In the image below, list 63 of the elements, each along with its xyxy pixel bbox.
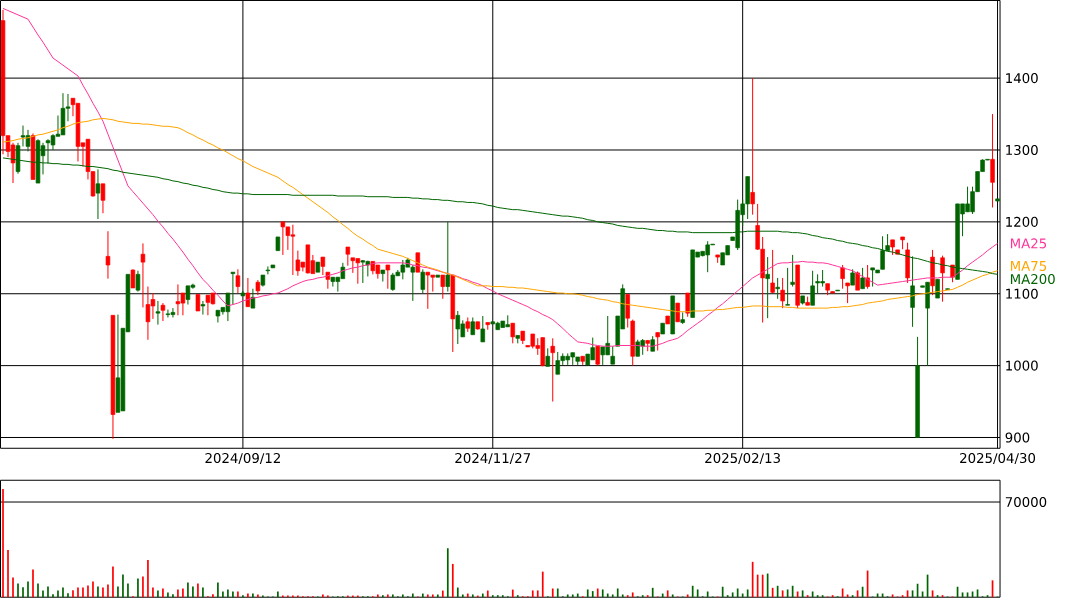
candlestick xyxy=(480,315,486,343)
candlestick xyxy=(175,283,181,316)
series-label: MA200 xyxy=(1010,273,1055,284)
candlestick xyxy=(780,277,785,309)
x-tick-label: 2025/02/13 xyxy=(705,452,780,464)
candlestick xyxy=(105,230,111,279)
series-label: MA75 xyxy=(1010,260,1047,271)
candlestick xyxy=(100,183,106,214)
candlestick xyxy=(250,288,256,309)
series-label: MA25 xyxy=(1010,238,1047,249)
candlestick xyxy=(235,268,241,294)
x-tick-label: 2025/04/30 xyxy=(960,452,1036,464)
candlestick xyxy=(775,277,780,300)
candlestick xyxy=(445,221,451,292)
candlestick xyxy=(675,302,680,323)
candlestick xyxy=(280,221,286,256)
candlestick xyxy=(200,300,206,315)
candlestick xyxy=(750,77,755,216)
candlestick xyxy=(625,293,630,328)
candlestick xyxy=(420,268,426,294)
candlestick xyxy=(685,292,690,318)
candlestick xyxy=(425,271,431,310)
y-tick-label: 1200 xyxy=(1006,216,1038,227)
candlestick xyxy=(95,168,101,220)
x-tick-label: 2024/11/27 xyxy=(455,452,531,464)
candlestick xyxy=(345,246,351,267)
candlestick xyxy=(165,308,171,318)
y-tick-label: 1100 xyxy=(1006,288,1038,299)
candlestick xyxy=(230,271,236,305)
candlestick xyxy=(415,252,421,273)
candlestick xyxy=(845,282,850,304)
candlestick xyxy=(385,264,391,290)
candlestick xyxy=(785,267,790,306)
candlestick xyxy=(990,113,995,208)
candlestick xyxy=(265,265,271,275)
x-tick-label: 2024/09/12 xyxy=(205,452,280,464)
candlestick xyxy=(155,300,161,325)
candlestick xyxy=(765,256,770,319)
candlestick xyxy=(550,337,555,402)
y-tick-label: 1300 xyxy=(1006,144,1038,155)
y-tick-label: 1000 xyxy=(1006,360,1038,371)
candlestick xyxy=(595,345,600,366)
candlestick xyxy=(860,267,865,290)
candlestick xyxy=(840,264,845,290)
candlestick xyxy=(455,310,461,345)
candlestick xyxy=(245,277,251,308)
candlestick xyxy=(790,254,795,287)
candlestick xyxy=(185,285,191,305)
candlestick xyxy=(810,270,815,306)
candlestick xyxy=(770,249,775,294)
candlestick xyxy=(160,302,166,322)
candlestick xyxy=(130,268,136,289)
candlestick xyxy=(205,294,211,316)
candlestick xyxy=(330,276,336,287)
candlestick xyxy=(135,270,141,292)
candlestick xyxy=(855,270,860,291)
y-tick-label: 1400 xyxy=(1006,72,1038,83)
candlestick xyxy=(510,322,516,344)
candlestick xyxy=(940,254,945,302)
y-tick-label: 900 xyxy=(1005,432,1030,443)
y-tick-label: 70000 xyxy=(1005,496,1047,507)
candlestick xyxy=(935,278,940,299)
candlestick xyxy=(440,274,446,300)
